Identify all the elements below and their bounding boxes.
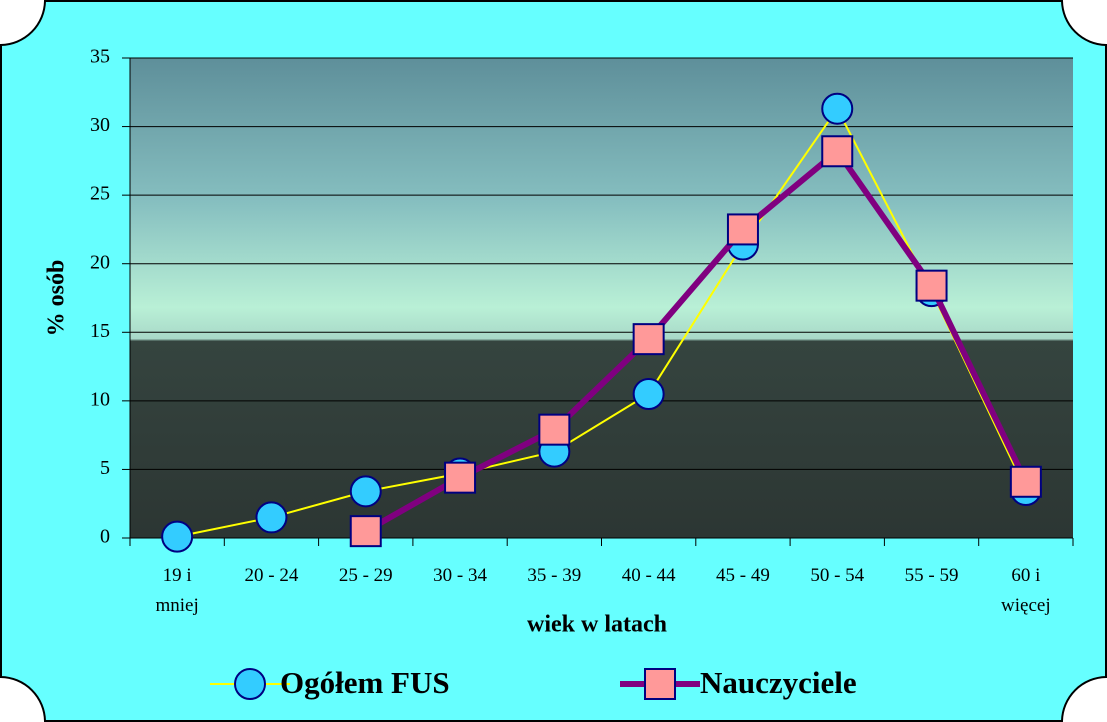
- y-tick-label: 15: [90, 320, 110, 342]
- data-point: [349, 515, 382, 548]
- y-tick-label: 5: [100, 457, 110, 479]
- legend-marker: [234, 668, 266, 700]
- y-tick-label: 0: [100, 526, 110, 548]
- y-tick-label: 20: [90, 251, 110, 273]
- data-point: [632, 378, 665, 410]
- data-point: [538, 413, 571, 446]
- x-tick-label: 25 - 29: [338, 565, 393, 586]
- x-tick-label: 55 - 59: [904, 565, 959, 586]
- data-point: [632, 323, 665, 356]
- x-tick-label: 45 - 49: [716, 565, 770, 586]
- x-tick-label: 30 - 34: [433, 565, 487, 586]
- x-tick-label: 60 i więcej: [1001, 565, 1051, 616]
- data-point: [255, 501, 288, 534]
- data-point: [821, 135, 854, 168]
- x-tick-label: 35 - 39: [527, 565, 582, 586]
- data-point: [444, 461, 477, 494]
- series-line: [176, 106, 1027, 538]
- y-tick-label: 35: [90, 46, 110, 68]
- legend-label: Nauczyciele: [700, 665, 857, 700]
- y-axis-label: % osób: [44, 260, 70, 337]
- x-tick-label: 19 i mniej: [155, 565, 199, 616]
- y-tick-label: 10: [90, 388, 110, 410]
- data-point: [915, 269, 948, 302]
- data-point: [821, 92, 854, 125]
- data-point: [161, 520, 194, 553]
- legend-marker: [644, 668, 676, 700]
- legend-label: Ogółem FUS: [280, 665, 450, 700]
- data-point: [1009, 465, 1042, 498]
- y-tick-label: 30: [90, 114, 110, 136]
- x-tick-label: 20 - 24: [244, 565, 299, 586]
- data-point: [726, 213, 759, 246]
- y-tick-label: 25: [90, 183, 110, 205]
- x-tick-label: 40 - 44: [621, 565, 676, 586]
- x-tick-label: 50 - 54: [810, 565, 865, 586]
- x-axis-label: wiek w latach: [527, 612, 667, 638]
- data-point: [349, 475, 382, 508]
